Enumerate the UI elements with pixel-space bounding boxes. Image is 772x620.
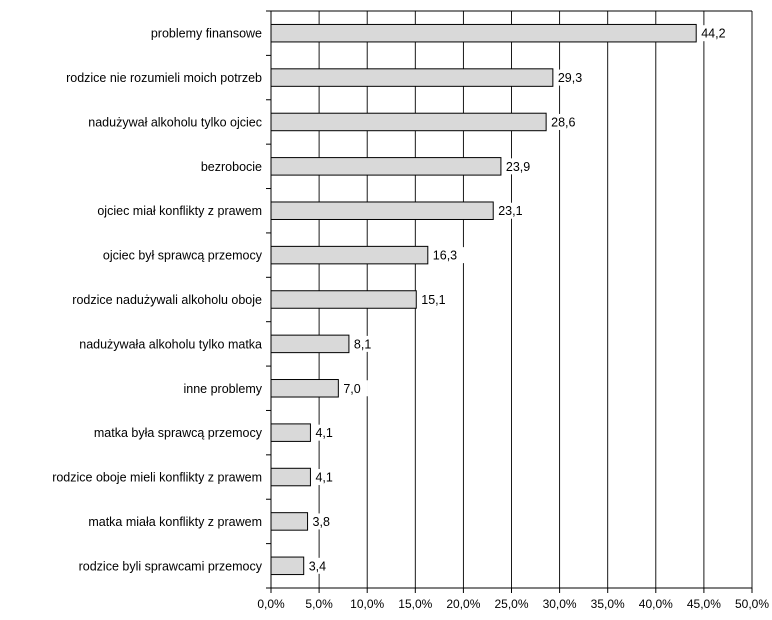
value-label-background — [309, 513, 338, 530]
value-label: 29,3 — [558, 71, 582, 85]
bar — [270, 423, 311, 442]
value-label: 8,1 — [354, 337, 371, 351]
value-label-background — [698, 25, 734, 42]
category-label: nadużywał alkoholu tylko ojciec — [88, 115, 262, 129]
category-label: rodzice byli sprawcami przemocy — [79, 559, 263, 573]
value-label: 4,1 — [315, 426, 332, 440]
category-label: rodzice oboje mieli konflikty z prawem — [52, 471, 262, 485]
bar — [270, 112, 547, 132]
value-label: 23,1 — [498, 204, 522, 218]
value-label: 7,0 — [343, 382, 360, 396]
bar — [270, 23, 697, 43]
x-tick-label: 10,0% — [350, 597, 384, 611]
bar — [270, 157, 502, 176]
x-tick-label: 5,0% — [305, 597, 333, 611]
value-label: 44,2 — [701, 27, 725, 41]
category-label: rodzice nie rozumieli moich potrzeb — [66, 71, 262, 85]
bar — [270, 379, 339, 398]
value-label: 23,9 — [506, 160, 530, 174]
value-label-background — [350, 335, 379, 352]
category-label: rodzice nadużywali alkoholu oboje — [72, 293, 262, 307]
category-label: bezrobocie — [201, 160, 262, 174]
x-tick-label: 50,0% — [735, 597, 769, 611]
value-label: 16,3 — [433, 249, 457, 263]
gridlines — [318, 11, 753, 588]
bar — [270, 334, 350, 354]
bar — [270, 201, 494, 220]
value-label-background — [502, 158, 538, 175]
axes — [266, 10, 753, 593]
value-label-background — [418, 291, 454, 308]
category-label: nadużywała alkoholu tylko matka — [79, 337, 262, 351]
bar — [270, 556, 305, 576]
value-label: 3,4 — [309, 559, 326, 573]
bar — [270, 68, 554, 87]
bar — [270, 512, 309, 531]
x-tick-label: 30,0% — [543, 597, 577, 611]
category-label: problemy finansowe — [151, 27, 262, 41]
value-label-background — [495, 202, 531, 219]
value-label: 28,6 — [551, 115, 575, 129]
category-label: ojciec był sprawcą przemocy — [103, 249, 263, 263]
category-label: matka miała konflikty z prawem — [88, 515, 262, 529]
category-label: matka była sprawcą przemocy — [94, 426, 263, 440]
bar — [270, 245, 429, 265]
value-label-background — [554, 69, 590, 86]
value-label: 15,1 — [421, 293, 445, 307]
x-tick-label: 20,0% — [446, 597, 480, 611]
value-label: 4,1 — [315, 471, 332, 485]
value-label-background — [340, 380, 368, 397]
x-tick-label: 0,0% — [257, 597, 285, 611]
x-tick-label: 40,0% — [639, 597, 673, 611]
bar — [270, 290, 417, 309]
value-label-background — [305, 557, 334, 574]
category-label: inne problemy — [183, 382, 262, 396]
value-label-background — [312, 469, 341, 486]
value-label-background — [312, 424, 341, 441]
x-tick-label: 35,0% — [591, 597, 625, 611]
category-label: ojciec miał konflikty z prawem — [97, 204, 262, 218]
x-tick-label: 15,0% — [398, 597, 432, 611]
x-tick-label: 25,0% — [494, 597, 528, 611]
bars — [270, 23, 734, 576]
value-label-background — [548, 113, 583, 130]
value-label-background — [429, 247, 465, 264]
value-label: 3,8 — [313, 515, 330, 529]
x-tick-label: 45,0% — [687, 597, 721, 611]
labels: 0,0% 5,0% 10,0% 15,0% 20,0% 25,0% 30,0% 35,0% 40… — [52, 27, 769, 611]
bar — [270, 467, 311, 487]
